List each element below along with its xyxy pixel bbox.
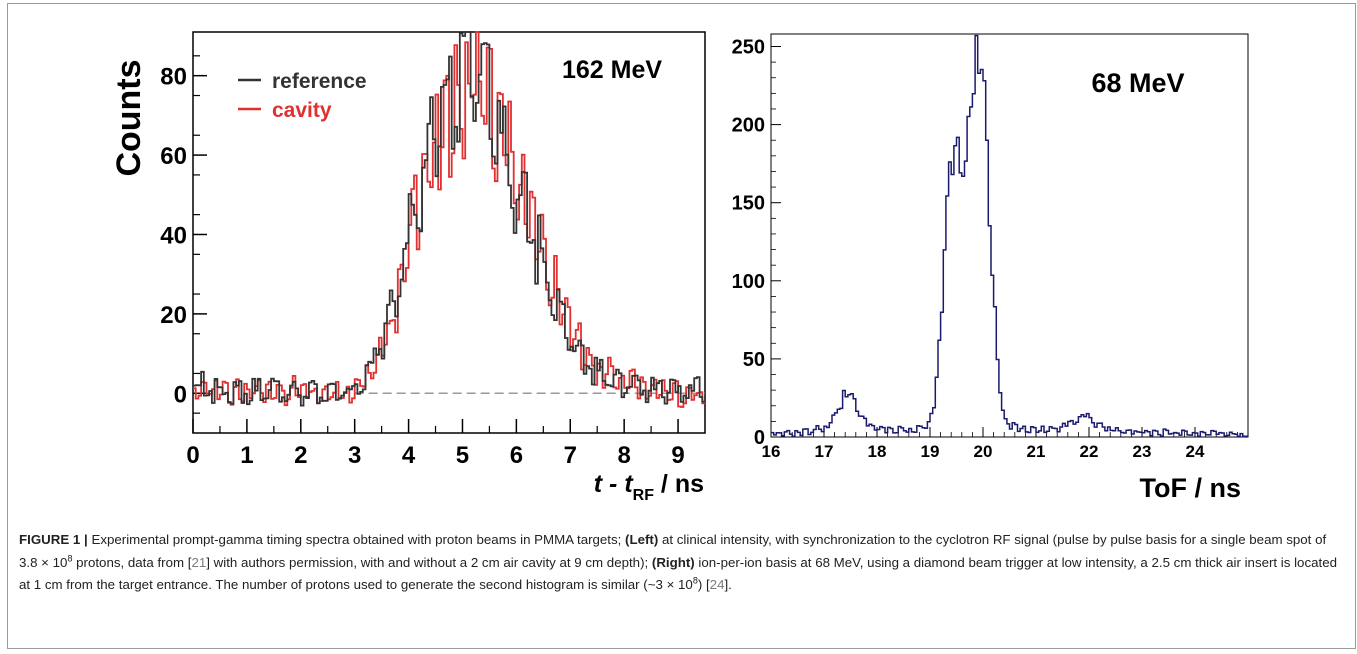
caption-text: ] with authors permission, with and with… bbox=[206, 554, 652, 570]
right-x-axis-label: ToF / ns bbox=[1140, 473, 1242, 503]
caption-superscript: 8 bbox=[67, 553, 73, 564]
caption-reference-link[interactable]: 21 bbox=[191, 554, 207, 570]
right-plot-area bbox=[770, 33, 1249, 438]
right-x-tick-label: 23 bbox=[1133, 442, 1152, 461]
left-x-tick-label: 3 bbox=[348, 442, 361, 469]
figure-frame bbox=[7, 3, 1356, 649]
left-y-tick-label: 60 bbox=[160, 143, 187, 170]
caption-text: protons, data from [ bbox=[72, 554, 192, 570]
left-x-tick-label: 4 bbox=[402, 442, 416, 469]
right-series-histogram bbox=[771, 34, 1248, 437]
left-y-tick-label: 80 bbox=[160, 64, 187, 91]
right-x-tick-label: 24 bbox=[1186, 442, 1205, 461]
caption-reference-link[interactable]: 24 bbox=[709, 577, 725, 592]
right-x-tick-label: 18 bbox=[868, 442, 887, 461]
right-y-tick-label: 150 bbox=[732, 193, 765, 215]
caption-superscript: 8 bbox=[692, 575, 698, 586]
caption-text: Experimental prompt-gamma timing spectra… bbox=[91, 532, 626, 547]
left-x-tick-label: 9 bbox=[671, 442, 684, 469]
left-x-tick-label: 1 bbox=[240, 442, 253, 469]
left-series-cavity bbox=[193, 31, 705, 408]
left-chart: 0 1 2 3 4 5 6 7 8 9 0 20 40 60 80 reference cavity Coun… bbox=[110, 31, 706, 504]
left-y-tick-label: 0 bbox=[174, 381, 187, 408]
right-x-tick-label: 16 bbox=[762, 442, 781, 461]
left-y-axis-label: Counts bbox=[110, 59, 148, 176]
left-x-tick-label: 6 bbox=[510, 442, 523, 469]
legend-label-cavity: cavity bbox=[272, 99, 332, 122]
legend-label-reference: reference bbox=[272, 70, 367, 93]
right-energy-annotation: 68 MeV bbox=[1091, 68, 1184, 98]
x-label-part: / ns bbox=[654, 470, 704, 498]
left-x-axis-label: t - tRF / ns bbox=[594, 470, 704, 504]
left-energy-annotation: 162 MeV bbox=[562, 56, 662, 84]
right-y-tick-label: 0 bbox=[754, 427, 765, 449]
right-x-tick-label: 17 bbox=[815, 442, 834, 461]
x-label-part: t - t bbox=[594, 470, 635, 498]
left-x-tick-label: 0 bbox=[186, 442, 199, 469]
caption-text: ion-per-ion basis at 68 MeV, using a dia… bbox=[19, 554, 1337, 593]
left-x-tick-label: 8 bbox=[617, 442, 630, 469]
right-y-tick-label: 200 bbox=[732, 115, 765, 137]
left-plot-area bbox=[192, 31, 706, 434]
left-y-tick-label: 20 bbox=[160, 302, 187, 329]
right-y-tick-label: 250 bbox=[732, 36, 765, 58]
caption-text: at clinical intensity, with synchronizat… bbox=[19, 532, 1327, 570]
right-y-tick-label: 50 bbox=[743, 349, 765, 371]
right-chart: 16 17 18 19 20 21 22 23 24 0 50 100 150 200 250 68 MeV… bbox=[732, 33, 1249, 503]
right-x-tick-label: 21 bbox=[1027, 442, 1046, 461]
left-x-tick-label: 2 bbox=[294, 442, 307, 469]
right-x-tick-label: 20 bbox=[974, 442, 993, 461]
right-x-tick-label: 19 bbox=[921, 442, 940, 461]
left-y-tick-label: 40 bbox=[160, 222, 187, 249]
caption-text: ) [ bbox=[697, 577, 710, 592]
x-label-subscript: RF bbox=[633, 487, 655, 504]
left-x-tick-label: 5 bbox=[456, 442, 469, 469]
right-y-tick-label: 100 bbox=[732, 271, 765, 293]
caption-right-tag: (Right) bbox=[651, 554, 695, 570]
left-x-tick-label: 7 bbox=[564, 442, 577, 469]
left-series-reference bbox=[193, 31, 705, 407]
right-x-tick-label: 22 bbox=[1080, 442, 1099, 461]
caption-left-tag: (Left) bbox=[625, 532, 659, 547]
figure-label: FIGURE 1 | bbox=[19, 532, 88, 547]
left-legend: reference cavity bbox=[238, 70, 367, 122]
caption-text: ]. bbox=[724, 577, 732, 592]
figure-caption: FIGURE 1 | Experimental prompt-gamma tim… bbox=[19, 529, 1344, 597]
